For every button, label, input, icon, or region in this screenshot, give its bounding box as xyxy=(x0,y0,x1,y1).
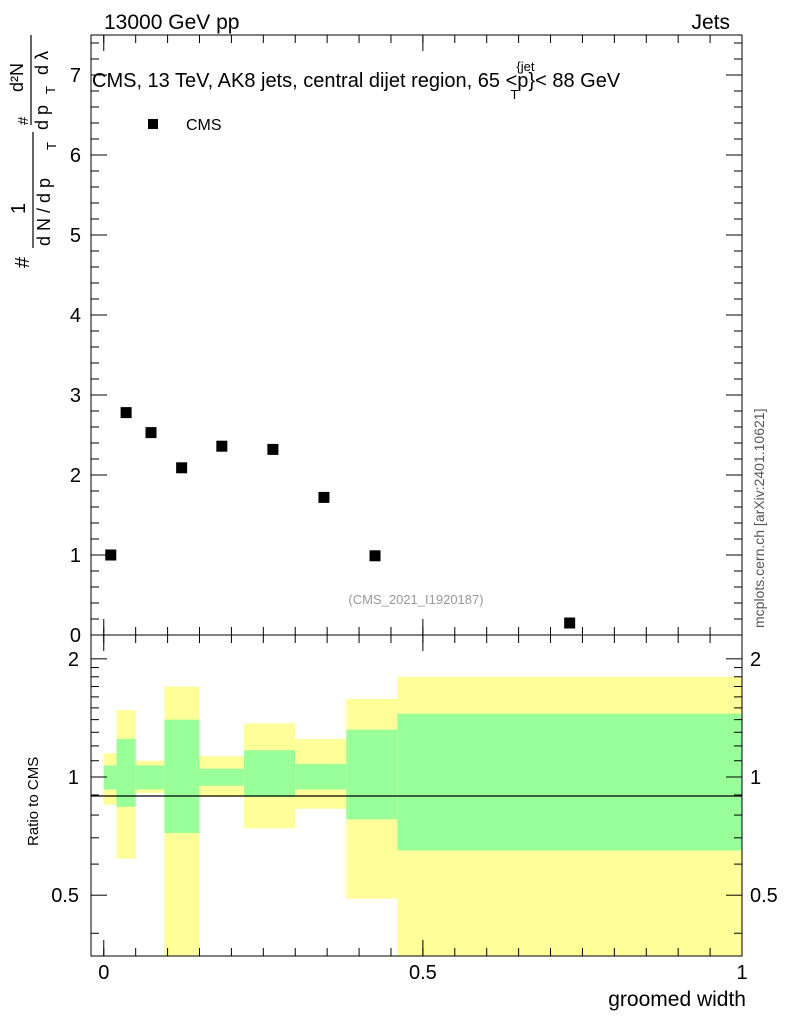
ratio-inner-band xyxy=(397,713,742,851)
ylabel-dlambda: d λ xyxy=(32,51,52,75)
data-point xyxy=(369,550,381,562)
legend-label: CMS xyxy=(186,117,222,134)
main-y-axis-label: # 1 d N / d p T # d²N d p T d λ xyxy=(7,35,59,268)
x-tick-label: 0.5 xyxy=(409,962,437,984)
energy-label: 13000 GeV pp xyxy=(104,11,239,34)
ratio-y-tick-label: 1 xyxy=(68,767,79,789)
ratio-y-ticks: 0.5 0.5 1 1 2 2 xyxy=(51,649,778,934)
main-y-ticks: 0 1 2 3 4 5 6 7 xyxy=(70,42,742,647)
ratio-y-tick-label: 2 xyxy=(68,649,79,671)
ratio-y-tick-label-right: 1 xyxy=(750,767,761,789)
chart-title-sup: {jet xyxy=(516,59,534,74)
ratio-y-tick-label: 0.5 xyxy=(51,885,79,907)
data-point xyxy=(216,440,228,452)
chart-title-sub: T xyxy=(510,87,518,102)
ratio-y-tick-label-right: 2 xyxy=(750,649,761,671)
main-y-tick-label: 2 xyxy=(70,465,81,487)
ylabel-t1: T xyxy=(44,142,59,150)
ratio-inner-band xyxy=(295,763,347,790)
ylabel-dn-dpt: d N / d p xyxy=(34,178,54,246)
ratio-inner-band xyxy=(103,765,117,790)
ylabel-one: 1 xyxy=(8,203,30,214)
ratio-inner-band xyxy=(135,765,165,790)
x-axis-label: groomed width xyxy=(608,988,746,1011)
analysis-label: (CMS_2021_I1920187) xyxy=(348,592,483,607)
data-point xyxy=(145,427,157,439)
category-label: Jets xyxy=(691,11,730,34)
main-y-tick-label: 3 xyxy=(70,385,81,407)
main-y-tick-label: 0 xyxy=(70,625,81,647)
ylabel-hash1: # xyxy=(12,256,34,268)
ratio-y-axis-label: Ratio to CMS xyxy=(25,757,42,846)
data-point xyxy=(120,407,132,419)
x-tick-label: 1 xyxy=(736,962,747,984)
main-y-tick-label: 6 xyxy=(70,145,81,167)
data-point xyxy=(267,443,279,455)
ratio-bands xyxy=(103,676,742,956)
data-point xyxy=(105,549,117,561)
ylabel-t2: T xyxy=(43,86,58,94)
chart-title-end: }< 88 GeV xyxy=(528,70,620,92)
x-tick-label: 0 xyxy=(98,962,109,984)
ylabel-hash2: # xyxy=(15,116,32,125)
legend-marker xyxy=(148,119,158,129)
data-point xyxy=(176,462,188,474)
ylabel-d2n: d²N xyxy=(7,63,27,92)
chart-title: CMS, 13 TeV, AK8 jets, central dijet reg… xyxy=(92,59,621,102)
main-y-tick-label: 1 xyxy=(70,545,81,567)
data-point xyxy=(564,617,576,629)
ratio-inner-band xyxy=(116,738,136,807)
ratio-inner-band xyxy=(346,729,398,820)
main-y-tick-label: 5 xyxy=(70,225,81,247)
x-ticks: 0 0.5 1 xyxy=(98,35,748,984)
data-point xyxy=(318,491,330,503)
ratio-inner-band xyxy=(199,768,245,786)
ratio-inner-band xyxy=(244,750,296,797)
chart-title-main: CMS, 13 TeV, AK8 jets, central dijet reg… xyxy=(92,70,528,92)
ratio-y-tick-label-right: 0.5 xyxy=(750,885,778,907)
side-label: mcplots.cern.ch [arXiv:2401.10621] xyxy=(751,409,767,628)
main-data-points xyxy=(105,407,576,629)
ratio-inner-band xyxy=(164,719,200,834)
main-y-tick-label: 4 xyxy=(70,305,81,327)
ratio-plot-frame xyxy=(90,634,743,957)
main-y-tick-label: 7 xyxy=(70,65,81,87)
ylabel-dpt: d p xyxy=(32,105,52,130)
